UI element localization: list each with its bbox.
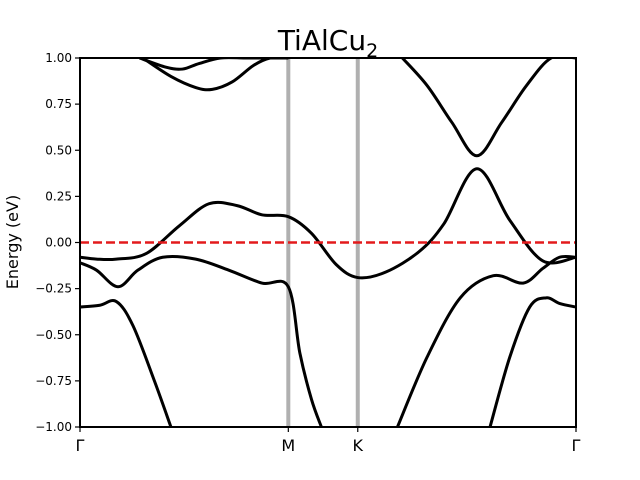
chart-title: TiAlCu2 [277,24,378,62]
y-tick-label: −0.25 [35,282,72,296]
y-tick-label: −0.75 [35,374,72,388]
band-line-6 [139,58,289,71]
band-line-2 [80,254,323,427]
x-tick-label: M [281,436,295,455]
x-tick-label: K [353,436,364,455]
plot-area: 1.00 0.75 0.50 0.25 0.00 −0.25 −0.50 −0.75 −1.00… [35,51,580,455]
y-tick-label: 1.00 [45,51,72,65]
y-tick-label: 0.50 [45,143,72,157]
band-line-1 [80,167,576,280]
y-tick-label: −0.50 [35,328,72,342]
x-tick-label: Γ [572,436,581,455]
y-tick-label: 0.00 [45,236,72,250]
band-line-3 [396,254,576,427]
band-line-4 [80,299,173,427]
y-tick-label: −1.00 [35,420,72,434]
y-tick-label: 0.25 [45,189,72,203]
y-tick-label: 0.75 [45,97,72,111]
x-tick-label: Γ [76,436,85,455]
band-line-7 [142,58,289,92]
y-axis-label: Energy (eV) [3,195,22,289]
band-line-8 [401,58,576,158]
band-line-5 [488,296,576,427]
